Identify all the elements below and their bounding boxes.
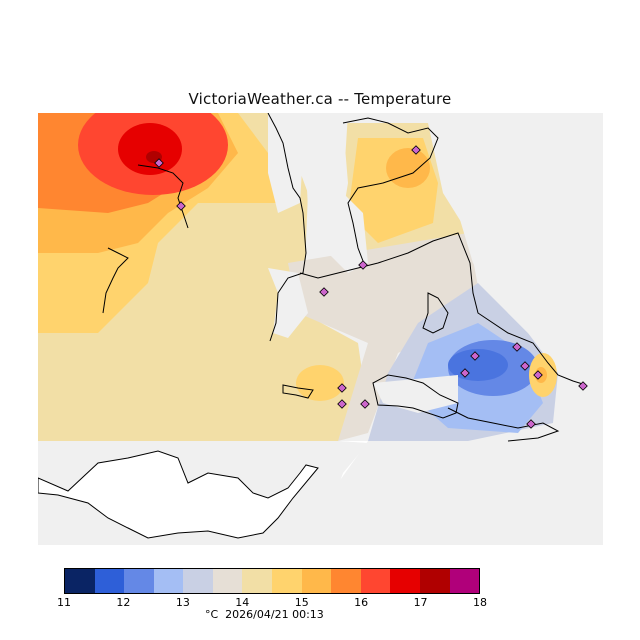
- station-marker[interactable]: [176, 201, 186, 211]
- legend-swatch: [153, 569, 184, 593]
- legend-swatch: [390, 569, 420, 593]
- legend-tick-label: 11: [57, 596, 71, 609]
- station-marker[interactable]: [358, 260, 368, 270]
- station-marker[interactable]: [337, 399, 347, 409]
- legend-swatch: [212, 569, 243, 593]
- legend-swatch: [301, 569, 332, 593]
- station-marker[interactable]: [526, 419, 536, 429]
- weather-stations[interactable]: [154, 145, 588, 429]
- legend-tick-label: 18: [473, 596, 487, 609]
- color-legend: 11 12 13 14 15 16 17 18: [57, 568, 487, 614]
- station-marker[interactable]: [337, 383, 347, 393]
- map-title: VictoriaWeather.ca -- Temperature: [188, 90, 452, 108]
- station-marker[interactable]: [470, 351, 480, 361]
- legend-ticks: 11 12 13 14 15 16 17 18: [57, 594, 487, 614]
- contour-15-16-ne: [386, 148, 430, 188]
- legend-tick-label: 17: [413, 596, 428, 609]
- legend-swatch: [331, 569, 361, 593]
- legend-swatch: [94, 569, 125, 593]
- station-marker[interactable]: [360, 399, 370, 409]
- station-marker[interactable]: [319, 287, 329, 297]
- station-marker[interactable]: [578, 381, 588, 391]
- legend-swatch: [242, 569, 273, 593]
- legend-swatch: [449, 569, 480, 593]
- legend-swatch: [272, 569, 302, 593]
- legend-swatch: [360, 569, 391, 593]
- contour-17: [118, 123, 182, 175]
- station-marker[interactable]: [512, 342, 522, 352]
- units-timestamp: °C 2026/04/21 00:13: [205, 608, 324, 621]
- temperature-contours: [38, 113, 558, 441]
- legend-tick-label: 14: [235, 596, 250, 609]
- legend-tick-label: 16: [354, 596, 369, 609]
- legend-swatch: [124, 569, 154, 593]
- legend-color-bar: [64, 568, 480, 594]
- temperature-map[interactable]: [38, 113, 603, 545]
- station-marker[interactable]: [533, 370, 543, 380]
- legend-tick-label: 15: [294, 596, 309, 609]
- station-marker[interactable]: [154, 158, 164, 168]
- legend-swatch: [183, 569, 213, 593]
- southern-landmass: [38, 450, 319, 539]
- legend-tick-label: 12: [116, 596, 131, 609]
- station-marker[interactable]: [460, 368, 470, 378]
- legend-tick-label: 13: [175, 596, 190, 609]
- legend-swatch: [419, 569, 450, 593]
- station-marker[interactable]: [411, 145, 421, 155]
- contour-13-14-central: [288, 233, 483, 441]
- contour-15-south: [296, 365, 344, 401]
- legend-swatch: [65, 569, 95, 593]
- station-marker[interactable]: [520, 361, 530, 371]
